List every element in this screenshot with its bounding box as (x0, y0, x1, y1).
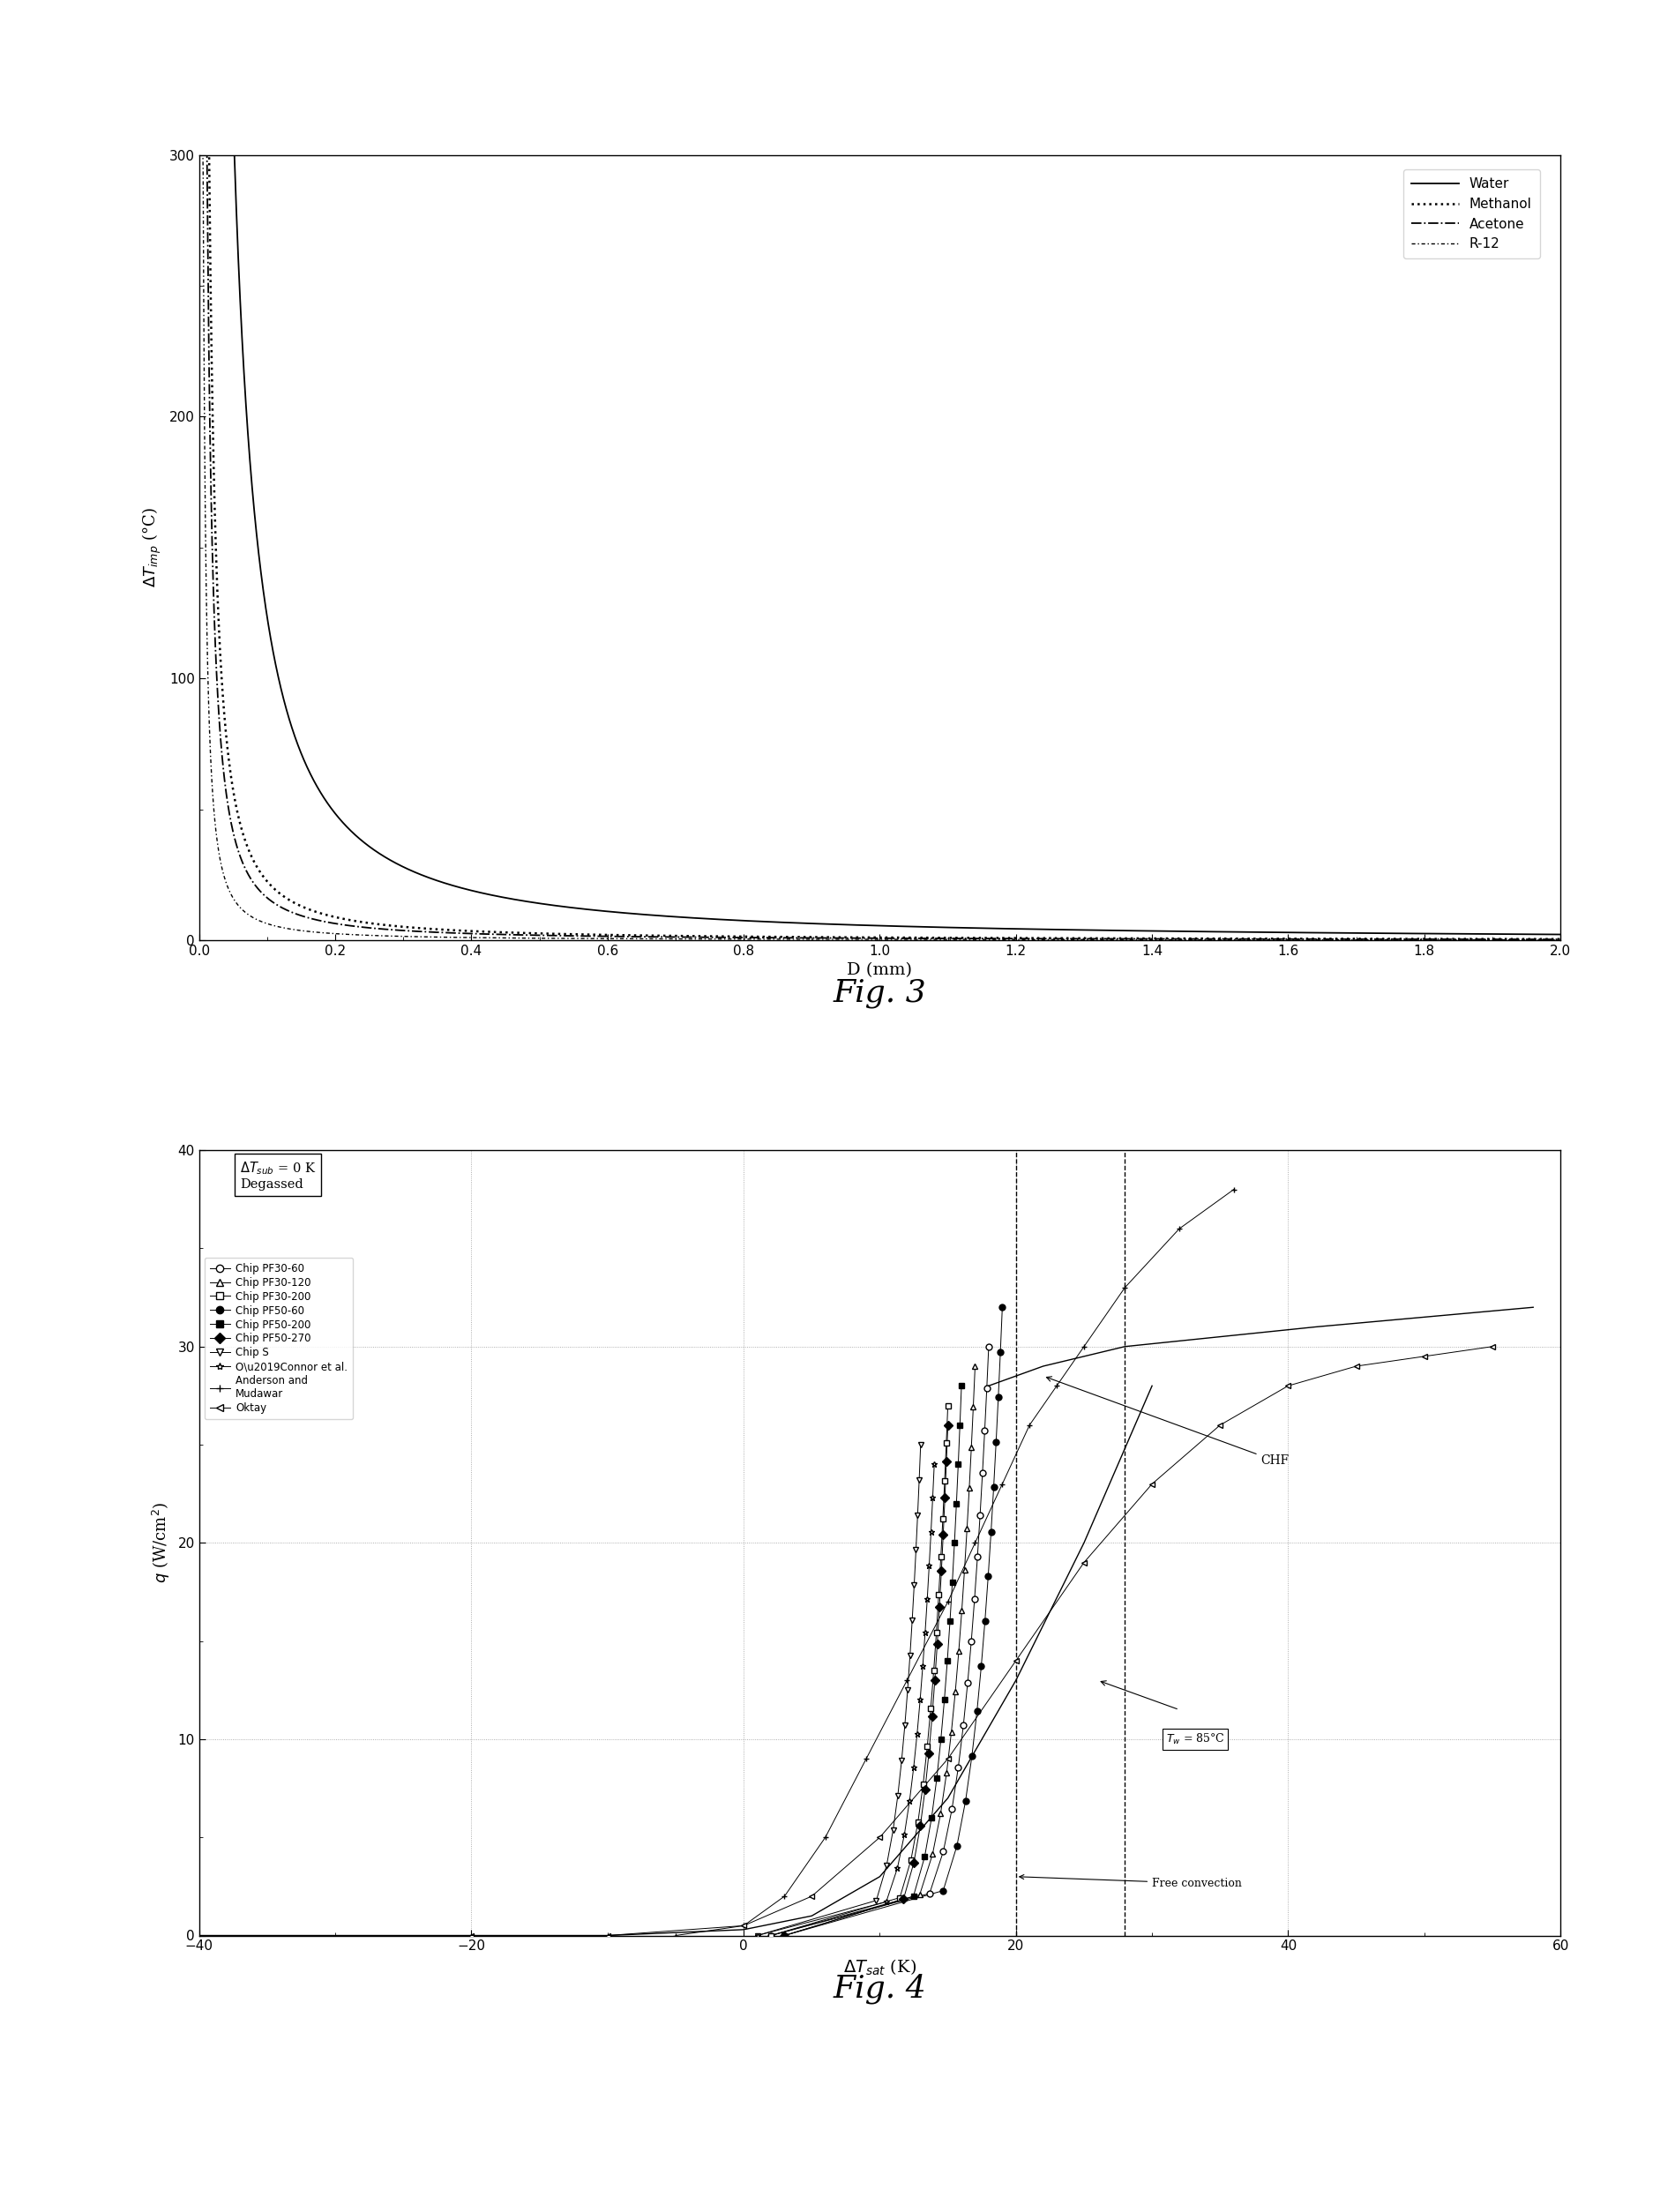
R-12 (1308, 927, 1328, 953)
Line: Acetone: Acetone (199, 155, 1560, 940)
R-12 (1006, 927, 1026, 953)
Acetone (1205, 927, 1225, 953)
Acetone (1308, 927, 1328, 953)
Methanol (1550, 927, 1570, 953)
Acetone (189, 142, 209, 168)
Legend: Water, Methanol, Acetone, R-12: Water, Methanol, Acetone, R-12 (1403, 170, 1540, 259)
Water (437, 872, 457, 898)
Text: Fig. 3: Fig. 3 (833, 978, 926, 1009)
R-12 (710, 927, 730, 953)
Line: Water: Water (199, 155, 1560, 933)
Text: $T_w$ = 85°C: $T_w$ = 85°C (1165, 1732, 1225, 1745)
Acetone (1006, 925, 1026, 951)
R-12 (1550, 927, 1570, 953)
R-12 (1205, 927, 1225, 953)
Water (1006, 916, 1026, 942)
X-axis label: D (mm): D (mm) (847, 962, 913, 978)
Text: $\Delta T_{sub}$ = 0 K
Degassed: $\Delta T_{sub}$ = 0 K Degassed (241, 1159, 315, 1190)
Water (1550, 920, 1570, 947)
Water (189, 142, 209, 168)
Acetone (437, 920, 457, 947)
Methanol (1205, 925, 1225, 951)
Acetone (1550, 927, 1570, 953)
Methanol (1074, 925, 1094, 951)
X-axis label: $\Delta T_{sat}$ (K): $\Delta T_{sat}$ (K) (843, 1958, 916, 1978)
Methanol (1006, 925, 1026, 951)
Water (1074, 916, 1094, 942)
Water (1205, 918, 1225, 945)
Line: R-12: R-12 (199, 155, 1560, 940)
Methanol (437, 916, 457, 942)
Text: Fig. 4: Fig. 4 (833, 1973, 926, 2004)
Water (710, 907, 730, 933)
Methanol (710, 922, 730, 949)
Water (1308, 920, 1328, 947)
R-12 (437, 925, 457, 951)
Acetone (710, 925, 730, 951)
Methanol (1308, 925, 1328, 951)
Line: Methanol: Methanol (199, 155, 1560, 940)
Text: Free convection: Free convection (1019, 1876, 1242, 1889)
Methanol (189, 142, 209, 168)
Y-axis label: $q$ (W/cm$^2$): $q$ (W/cm$^2$) (151, 1502, 171, 1584)
Y-axis label: $\Delta T_{imp}$ (°C): $\Delta T_{imp}$ (°C) (141, 507, 163, 588)
Text: CHF: CHF (1046, 1376, 1290, 1467)
Acetone (1074, 925, 1094, 951)
Legend: Chip PF30-60, Chip PF30-120, Chip PF30-200, Chip PF50-60, Chip PF50-200, Chip PF: Chip PF30-60, Chip PF30-120, Chip PF30-2… (204, 1259, 354, 1420)
R-12 (189, 142, 209, 168)
R-12 (1074, 927, 1094, 953)
